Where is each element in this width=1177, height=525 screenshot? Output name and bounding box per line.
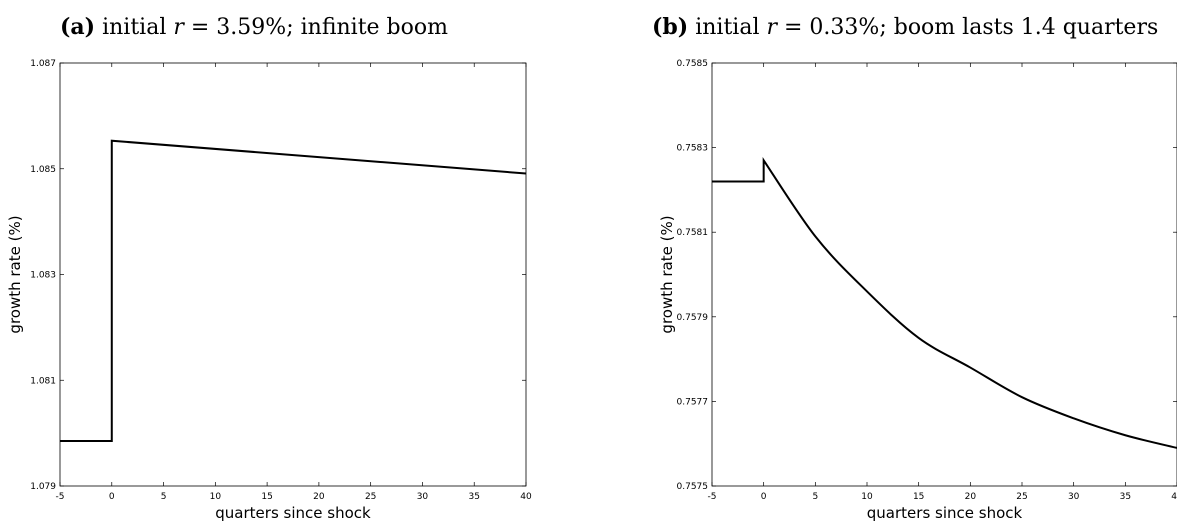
panel-a-xtick-label: 20: [313, 492, 325, 502]
panel-b-xtick-label: 40: [1171, 492, 1177, 502]
panel-a-xtick-label: 25: [365, 492, 376, 502]
panel-a-xtick-label: 15: [261, 492, 272, 502]
panel-b-xtick-label: 35: [1120, 492, 1131, 502]
panel-b-xtick-label: 20: [965, 492, 977, 502]
panel-a-series-line-0: [60, 139, 527, 443]
panel-b-title-var: r: [766, 15, 778, 40]
panel-a-xtick-label: -5: [56, 492, 65, 502]
panel-a-ytick-label: 1.083: [30, 271, 56, 281]
panel-a-ytick-label: 1.081: [30, 376, 56, 386]
panel-b-ytick-label: 0.7581: [677, 228, 709, 238]
panel-b-xtick-label: 25: [1016, 492, 1027, 502]
panel-a-title-suffix: ; infinite boom: [286, 15, 448, 40]
panel-b-title-suffix: ; boom lasts 1.4 quarters: [879, 15, 1159, 40]
panel-a-xtick-label: 30: [417, 492, 429, 502]
panel-a-xlabel: quarters since shock: [215, 504, 371, 522]
panel-a-ytick-label: 1.079: [30, 482, 56, 492]
panel-b-title-eq: = 0.33%: [777, 15, 880, 40]
panel-a-axes-box: [59, 62, 527, 487]
panel-a-xtick-label: 0: [109, 492, 115, 502]
panel-b-series-line-0: [712, 157, 1177, 449]
panel-b-xlabel: quarters since shock: [867, 504, 1023, 522]
panel-b-title: (b) initial r = 0.33%; boom lasts 1.4 qu…: [652, 14, 1158, 40]
panel-b-xtick-label: 15: [913, 492, 924, 502]
panel-a-title-prefix: initial: [102, 15, 167, 40]
panel-a-title-var: r: [173, 15, 184, 40]
panel-b-axes-box: [711, 62, 1177, 487]
panel-b-title-prefix: initial: [695, 15, 760, 40]
panel-b-ytick-label: 0.7575: [677, 482, 709, 492]
panel-a-xtick-label: 5: [161, 492, 167, 502]
panel-b: -5 0 5 10 15 20 25 30 35 40 0.7575 0.7577 0.7579 0.75…: [658, 59, 1177, 522]
panel-b-xtick-label: -5: [708, 492, 717, 502]
panel-a-xtick-label: 10: [210, 492, 222, 502]
panel-b-xtick-label: 5: [812, 492, 818, 502]
panel-b-ytick-label: 0.7577: [677, 397, 709, 407]
panel-a-xtick-label: 40: [520, 492, 532, 502]
panel-b-xtick-label: 0: [761, 492, 767, 502]
panel-b-ytick-label: 0.7585: [677, 59, 709, 69]
panel-b-xtick-label: 30: [1068, 492, 1080, 502]
panel-a: -5 0 5 10 15 20 25 30 35 40 1.079 1.081 1.083 1.085 1.…: [6, 59, 532, 522]
panel-b-ytick-label: 0.7583: [677, 144, 709, 154]
panel-a-label: (a): [60, 14, 96, 40]
panel-b-label: (b): [652, 14, 689, 40]
panel-a-ylabel: growth rate (%): [6, 215, 24, 333]
panel-b-ytick-label: 0.7579: [677, 313, 709, 323]
panel-b-xtick-label: 10: [861, 492, 873, 502]
panel-a-xtick-label: 35: [468, 492, 479, 502]
panel-a-ytick-label: 1.087: [30, 59, 56, 69]
panel-a-ytick-label: 1.085: [30, 165, 56, 175]
panel-a-title: (a) initial r = 3.59%; infinite boom: [60, 14, 448, 40]
panel-b-ylabel: growth rate (%): [658, 215, 676, 333]
panel-a-title-eq: = 3.59%: [183, 15, 287, 40]
